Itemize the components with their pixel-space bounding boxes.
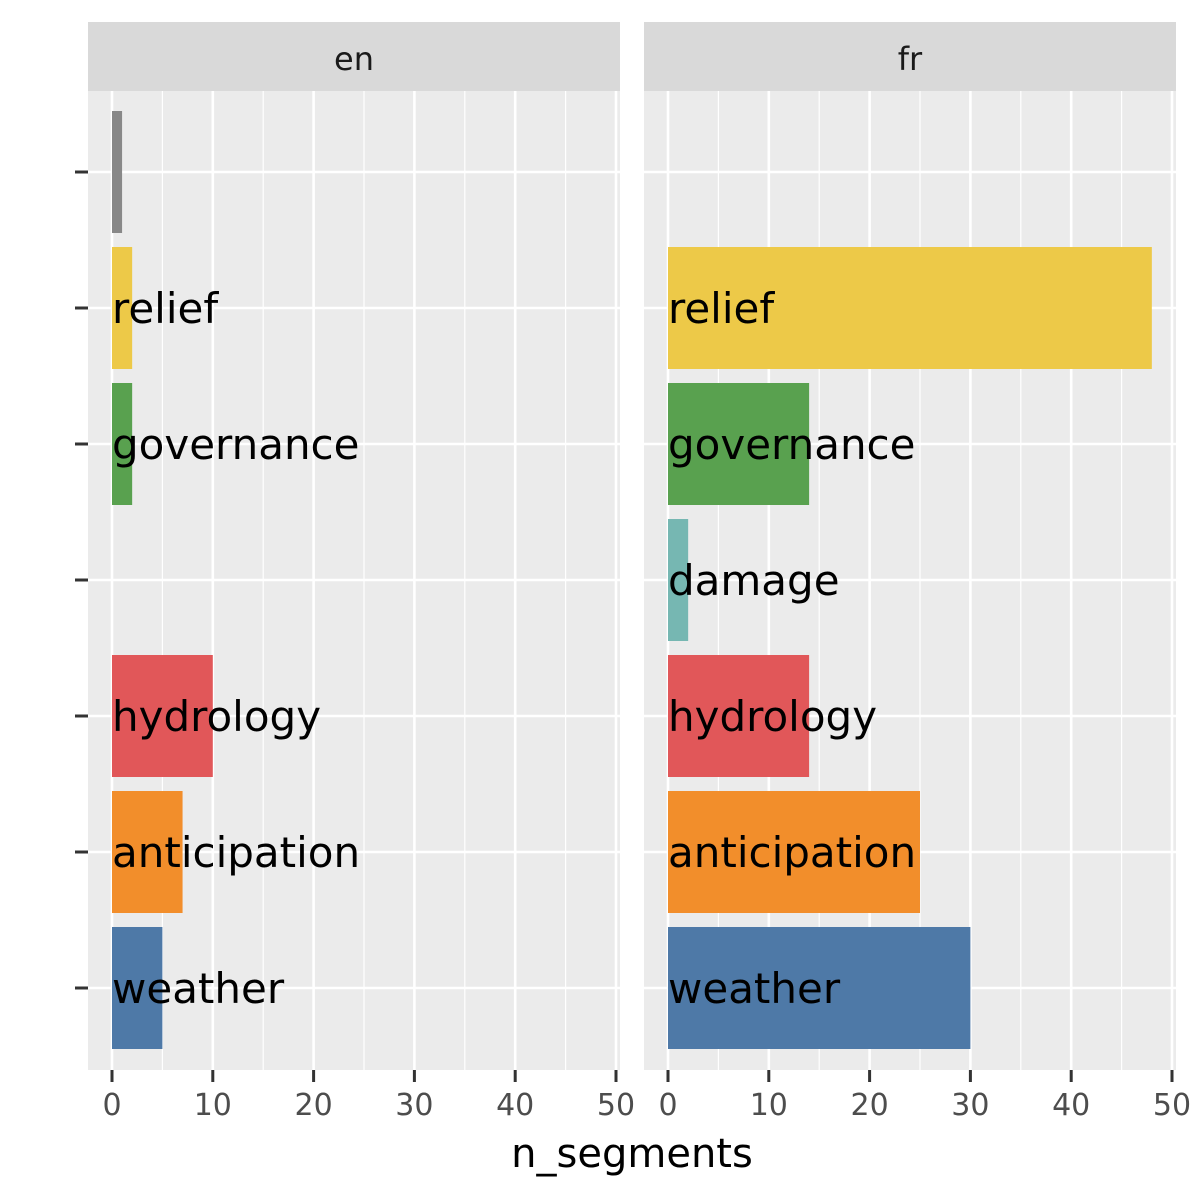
- bar-damage: [668, 519, 689, 641]
- x-tick-label: 10: [750, 1088, 788, 1123]
- x-tick-label: 50: [1153, 1088, 1191, 1123]
- x-tick-label: 50: [597, 1088, 635, 1123]
- x-tick-label: 0: [658, 1088, 677, 1123]
- facet-strip-label: fr: [898, 40, 923, 78]
- facets-layer: en weather anticipation hydrology governance…: [75, 22, 1191, 1123]
- bar-label: weather: [112, 964, 285, 1013]
- bar-label: hydrology: [112, 692, 321, 741]
- x-tick-label: 20: [851, 1088, 889, 1123]
- x-tick-label: 30: [395, 1088, 433, 1123]
- bar-governance: [668, 383, 810, 505]
- bar-label: weather: [668, 964, 841, 1013]
- bar-relief: [668, 247, 1152, 369]
- bar-weather: [668, 927, 971, 1049]
- facet-panel-fr: fr weather anticipation hydrology damage gove…: [644, 22, 1191, 1123]
- facet-panel-en: en weather anticipation hydrology governance…: [88, 22, 635, 1123]
- bar-label: governance: [668, 420, 916, 469]
- bar-label: relief: [112, 284, 219, 333]
- x-tick-label: 40: [496, 1088, 534, 1123]
- bar-relief: [112, 247, 133, 369]
- bar-governance: [112, 383, 133, 505]
- bar-unlabeled: [112, 111, 123, 233]
- x-axis-title: n_segments: [511, 1131, 753, 1177]
- bar-hydrology: [668, 655, 810, 777]
- facet-strip-label: en: [334, 40, 374, 78]
- bar-label: anticipation: [668, 828, 916, 877]
- x-tick-label: 40: [1052, 1088, 1090, 1123]
- bar-hydrology: [112, 655, 213, 777]
- bar-weather: [112, 927, 163, 1049]
- bar-anticipation: [668, 791, 920, 913]
- x-tick-label: 30: [951, 1088, 989, 1123]
- bar-label: anticipation: [112, 828, 360, 877]
- bar-label: governance: [112, 420, 360, 469]
- x-tick-label: 10: [194, 1088, 232, 1123]
- bar-label: damage: [668, 556, 840, 605]
- facet-strip: [644, 22, 1176, 91]
- bar-label: hydrology: [668, 692, 877, 741]
- x-tick-label: 0: [102, 1088, 121, 1123]
- bar-anticipation: [112, 791, 183, 913]
- x-tick-label: 20: [295, 1088, 333, 1123]
- bar-label: relief: [668, 284, 775, 333]
- facet-strip: [88, 22, 620, 91]
